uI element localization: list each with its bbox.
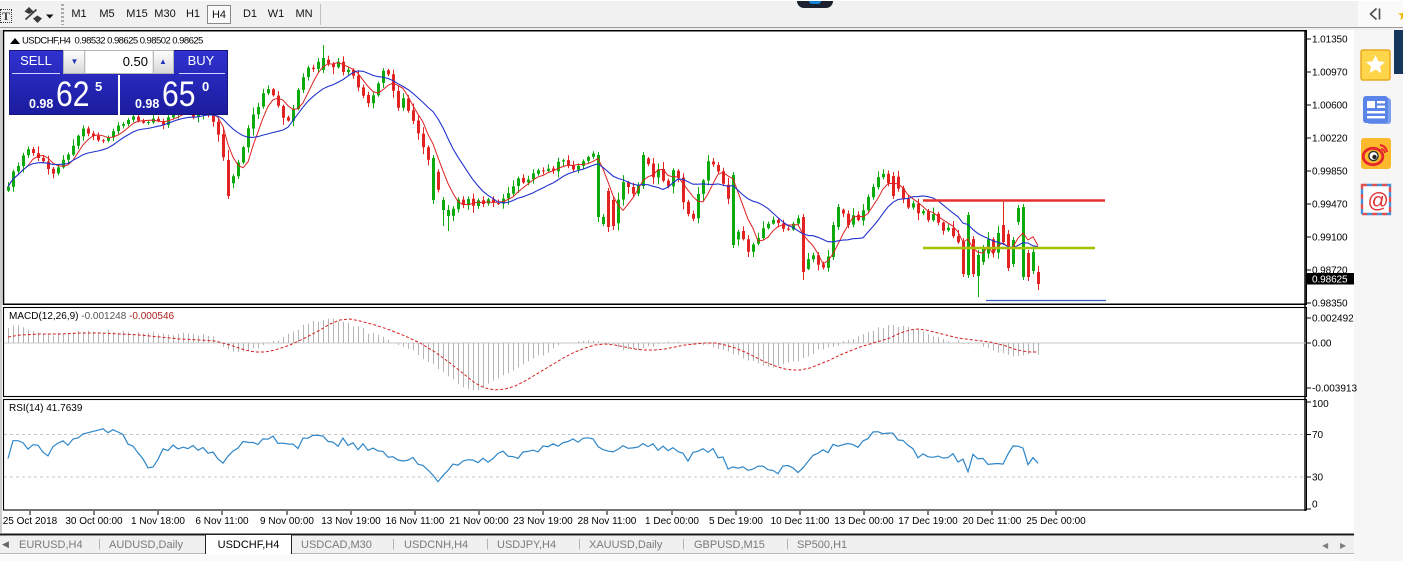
svg-text:0.98720: 0.98720 xyxy=(1312,266,1348,277)
svg-text:-0.003913: -0.003913 xyxy=(1312,384,1357,395)
svg-text:1.00600: 1.00600 xyxy=(1312,101,1348,112)
svg-text:MACD(12,26,9) -0.001248 -0.000: MACD(12,26,9) -0.001248 -0.000546 xyxy=(9,311,175,322)
svg-text:@: @ xyxy=(1368,190,1389,213)
svg-text:0: 0 xyxy=(1312,500,1318,511)
svg-text:0.00: 0.00 xyxy=(1312,339,1332,350)
svg-text:1 Nov 18:00: 1 Nov 18:00 xyxy=(131,516,185,527)
svg-text:70: 70 xyxy=(1312,430,1324,441)
svg-text:0.99850: 0.99850 xyxy=(1312,167,1348,178)
svg-text:100: 100 xyxy=(1312,399,1329,410)
svg-text:0.99470: 0.99470 xyxy=(1312,200,1348,211)
svg-text:17 Dec 19:00: 17 Dec 19:00 xyxy=(898,516,958,527)
svg-text:1.00970: 1.00970 xyxy=(1312,68,1348,79)
svg-text:9 Nov 00:00: 9 Nov 00:00 xyxy=(260,516,314,527)
svg-text:13 Dec 00:00: 13 Dec 00:00 xyxy=(834,516,894,527)
svg-text:25 Dec 00:00: 25 Dec 00:00 xyxy=(1026,516,1086,527)
svg-text:30 Oct 00:00: 30 Oct 00:00 xyxy=(65,516,123,527)
svg-text:0.98625: 0.98625 xyxy=(1312,274,1348,285)
svg-text:0.99100: 0.99100 xyxy=(1312,233,1348,244)
svg-text:1 Dec 00:00: 1 Dec 00:00 xyxy=(645,516,699,527)
svg-text:21 Nov 00:00: 21 Nov 00:00 xyxy=(449,516,509,527)
svg-text:30: 30 xyxy=(1312,473,1324,484)
svg-text:25 Oct 2018: 25 Oct 2018 xyxy=(3,516,58,527)
svg-text:16 Nov 11:00: 16 Nov 11:00 xyxy=(386,516,445,527)
svg-text:10 Dec 11:00: 10 Dec 11:00 xyxy=(771,516,830,527)
svg-text:13 Nov 19:00: 13 Nov 19:00 xyxy=(321,516,381,527)
svg-text:0.002492: 0.002492 xyxy=(1312,314,1354,325)
svg-text:23 Nov 19:00: 23 Nov 19:00 xyxy=(513,516,573,527)
svg-text:20 Dec 11:00: 20 Dec 11:00 xyxy=(963,516,1022,527)
svg-text:1.00220: 1.00220 xyxy=(1312,134,1348,145)
svg-text:USDCHF,H4 0.98532 0.98625 0.9: USDCHF,H4 0.98532 0.98625 0.98502 0.9862… xyxy=(22,36,203,47)
svg-text:6 Nov 11:00: 6 Nov 11:00 xyxy=(195,516,249,527)
svg-text:RSI(14) 41.7639: RSI(14) 41.7639 xyxy=(9,403,83,414)
svg-text:28 Nov 11:00: 28 Nov 11:00 xyxy=(578,516,637,527)
svg-text:1.01350: 1.01350 xyxy=(1312,35,1348,46)
svg-text:0.98350: 0.98350 xyxy=(1312,299,1348,310)
svg-text:5 Dec 19:00: 5 Dec 19:00 xyxy=(709,516,763,527)
